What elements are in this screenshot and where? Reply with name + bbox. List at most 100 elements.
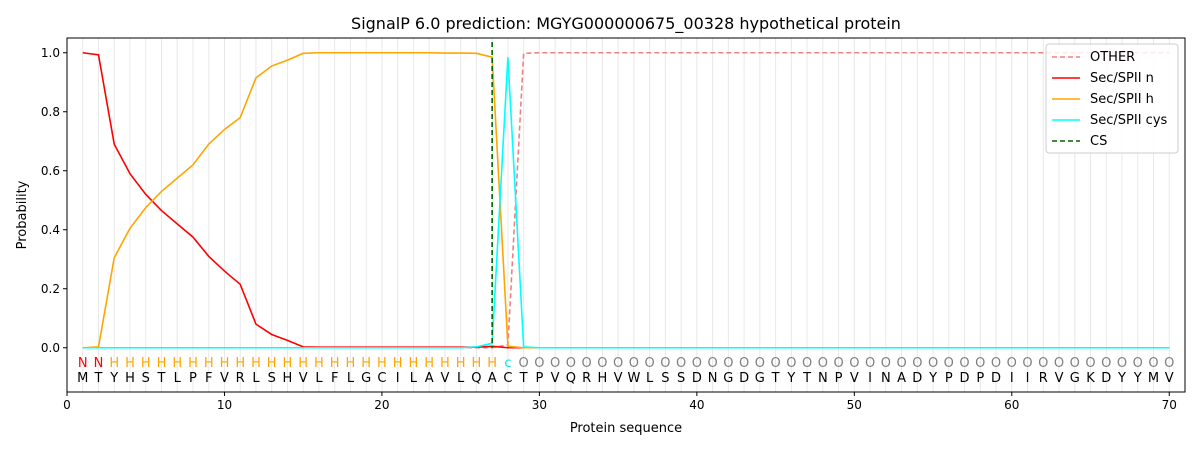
legend: OTHER Sec/SPII n Sec/SPII h Sec/SPII cys CS bbox=[1045, 43, 1179, 154]
region-label: O bbox=[1148, 356, 1158, 371]
region-label: O bbox=[550, 356, 560, 371]
region-label: c bbox=[504, 356, 511, 371]
region-label: H bbox=[377, 356, 387, 371]
region-label: O bbox=[865, 356, 875, 371]
legend-label: Sec/SPII h bbox=[1090, 92, 1154, 107]
region-label: N bbox=[78, 356, 88, 371]
series-line-2 bbox=[82, 51, 1170, 349]
region-label: O bbox=[833, 356, 843, 371]
region-label: H bbox=[472, 356, 482, 371]
region-label: O bbox=[912, 356, 922, 371]
region-label: O bbox=[802, 356, 812, 371]
region-label: O bbox=[1101, 356, 1111, 371]
region-label: H bbox=[314, 356, 324, 371]
region-label: H bbox=[157, 356, 167, 371]
region-label: O bbox=[597, 356, 607, 371]
region-label: O bbox=[676, 356, 686, 371]
x-tick-label: 70 bbox=[1162, 398, 1177, 412]
region-label: O bbox=[849, 356, 859, 371]
region-label: O bbox=[755, 356, 765, 371]
region-label: H bbox=[141, 356, 151, 371]
region-label: O bbox=[629, 356, 639, 371]
region-label: O bbox=[692, 356, 702, 371]
region-label: O bbox=[928, 356, 938, 371]
y-axis-label: Probability bbox=[15, 180, 30, 249]
region-label: O bbox=[896, 356, 906, 371]
region-label: O bbox=[582, 356, 592, 371]
y-tick-label: 0.2 bbox=[41, 282, 60, 296]
x-tick-label: 40 bbox=[689, 398, 704, 412]
region-label: H bbox=[204, 356, 214, 371]
region-label: H bbox=[188, 356, 198, 371]
region-label: O bbox=[566, 356, 576, 371]
region-label: O bbox=[1085, 356, 1095, 371]
region-label: H bbox=[283, 356, 293, 371]
region-label: H bbox=[487, 356, 497, 371]
y-tick-label: 0.6 bbox=[41, 164, 60, 178]
region-label: O bbox=[660, 356, 670, 371]
x-tick-label: 0 bbox=[63, 398, 71, 412]
legend-label: CS bbox=[1090, 134, 1107, 149]
region-label: O bbox=[991, 356, 1001, 371]
x-tick-label: 50 bbox=[847, 398, 862, 412]
region-label: O bbox=[534, 356, 544, 371]
x-tick-label: 10 bbox=[217, 398, 232, 412]
legend-label: Sec/SPII n bbox=[1090, 71, 1154, 86]
region-label: O bbox=[818, 356, 828, 371]
region-label: H bbox=[109, 356, 119, 371]
region-label: O bbox=[1022, 356, 1032, 371]
x-axis-label: Protein sequence bbox=[570, 421, 682, 436]
region-label: O bbox=[1117, 356, 1127, 371]
region-label: H bbox=[330, 356, 340, 371]
region-label: H bbox=[409, 356, 419, 371]
x-tick-label: 60 bbox=[1004, 398, 1019, 412]
region-label: O bbox=[881, 356, 891, 371]
region-label: O bbox=[613, 356, 623, 371]
y-tick-label: 0.8 bbox=[41, 105, 60, 119]
region-label: O bbox=[944, 356, 954, 371]
legend-label: Sec/SPII cys bbox=[1090, 113, 1168, 128]
plot-frame bbox=[66, 37, 1186, 393]
region-label: O bbox=[1070, 356, 1080, 371]
region-label: H bbox=[125, 356, 135, 371]
region-label: O bbox=[959, 356, 969, 371]
series-line-3 bbox=[82, 57, 1170, 349]
region-label: H bbox=[235, 356, 245, 371]
chart-title: SignalP 6.0 prediction: MGYG000000675_00… bbox=[351, 14, 901, 34]
region-label: O bbox=[723, 356, 733, 371]
region-label: H bbox=[361, 356, 371, 371]
region-label: O bbox=[739, 356, 749, 371]
region-label: H bbox=[172, 356, 182, 371]
region-label: O bbox=[770, 356, 780, 371]
region-label: O bbox=[1054, 356, 1064, 371]
region-label: O bbox=[786, 356, 796, 371]
region-label: H bbox=[220, 356, 230, 371]
y-tick-label: 0.0 bbox=[41, 341, 60, 355]
x-tick-label: 20 bbox=[374, 398, 389, 412]
y-tick-label: 0.4 bbox=[41, 223, 60, 237]
region-label: O bbox=[645, 356, 655, 371]
series-line-0 bbox=[82, 51, 1170, 349]
region-label: H bbox=[456, 356, 466, 371]
legend-box bbox=[1045, 43, 1179, 154]
region-label: O bbox=[1038, 356, 1048, 371]
legend-label: OTHER bbox=[1090, 50, 1135, 65]
y-tick-label: 1.0 bbox=[41, 46, 60, 60]
region-label: H bbox=[424, 356, 434, 371]
region-label: H bbox=[393, 356, 403, 371]
region-label: O bbox=[1164, 356, 1174, 371]
region-label: H bbox=[298, 356, 308, 371]
region-label: O bbox=[975, 356, 985, 371]
region-label: O bbox=[519, 356, 529, 371]
residue-sequence: MTYHSTLPFVRLSHVLFLGCILAVLQACTPVQRHVWLSSD… bbox=[77, 371, 1174, 386]
region-label: N bbox=[94, 356, 104, 371]
region-label: O bbox=[1133, 356, 1143, 371]
region-label: O bbox=[707, 356, 717, 371]
region-label: H bbox=[346, 356, 356, 371]
series-line-1 bbox=[82, 51, 1170, 349]
region-label: O bbox=[1007, 356, 1017, 371]
region-label: H bbox=[267, 356, 277, 371]
region-label: H bbox=[440, 356, 450, 371]
